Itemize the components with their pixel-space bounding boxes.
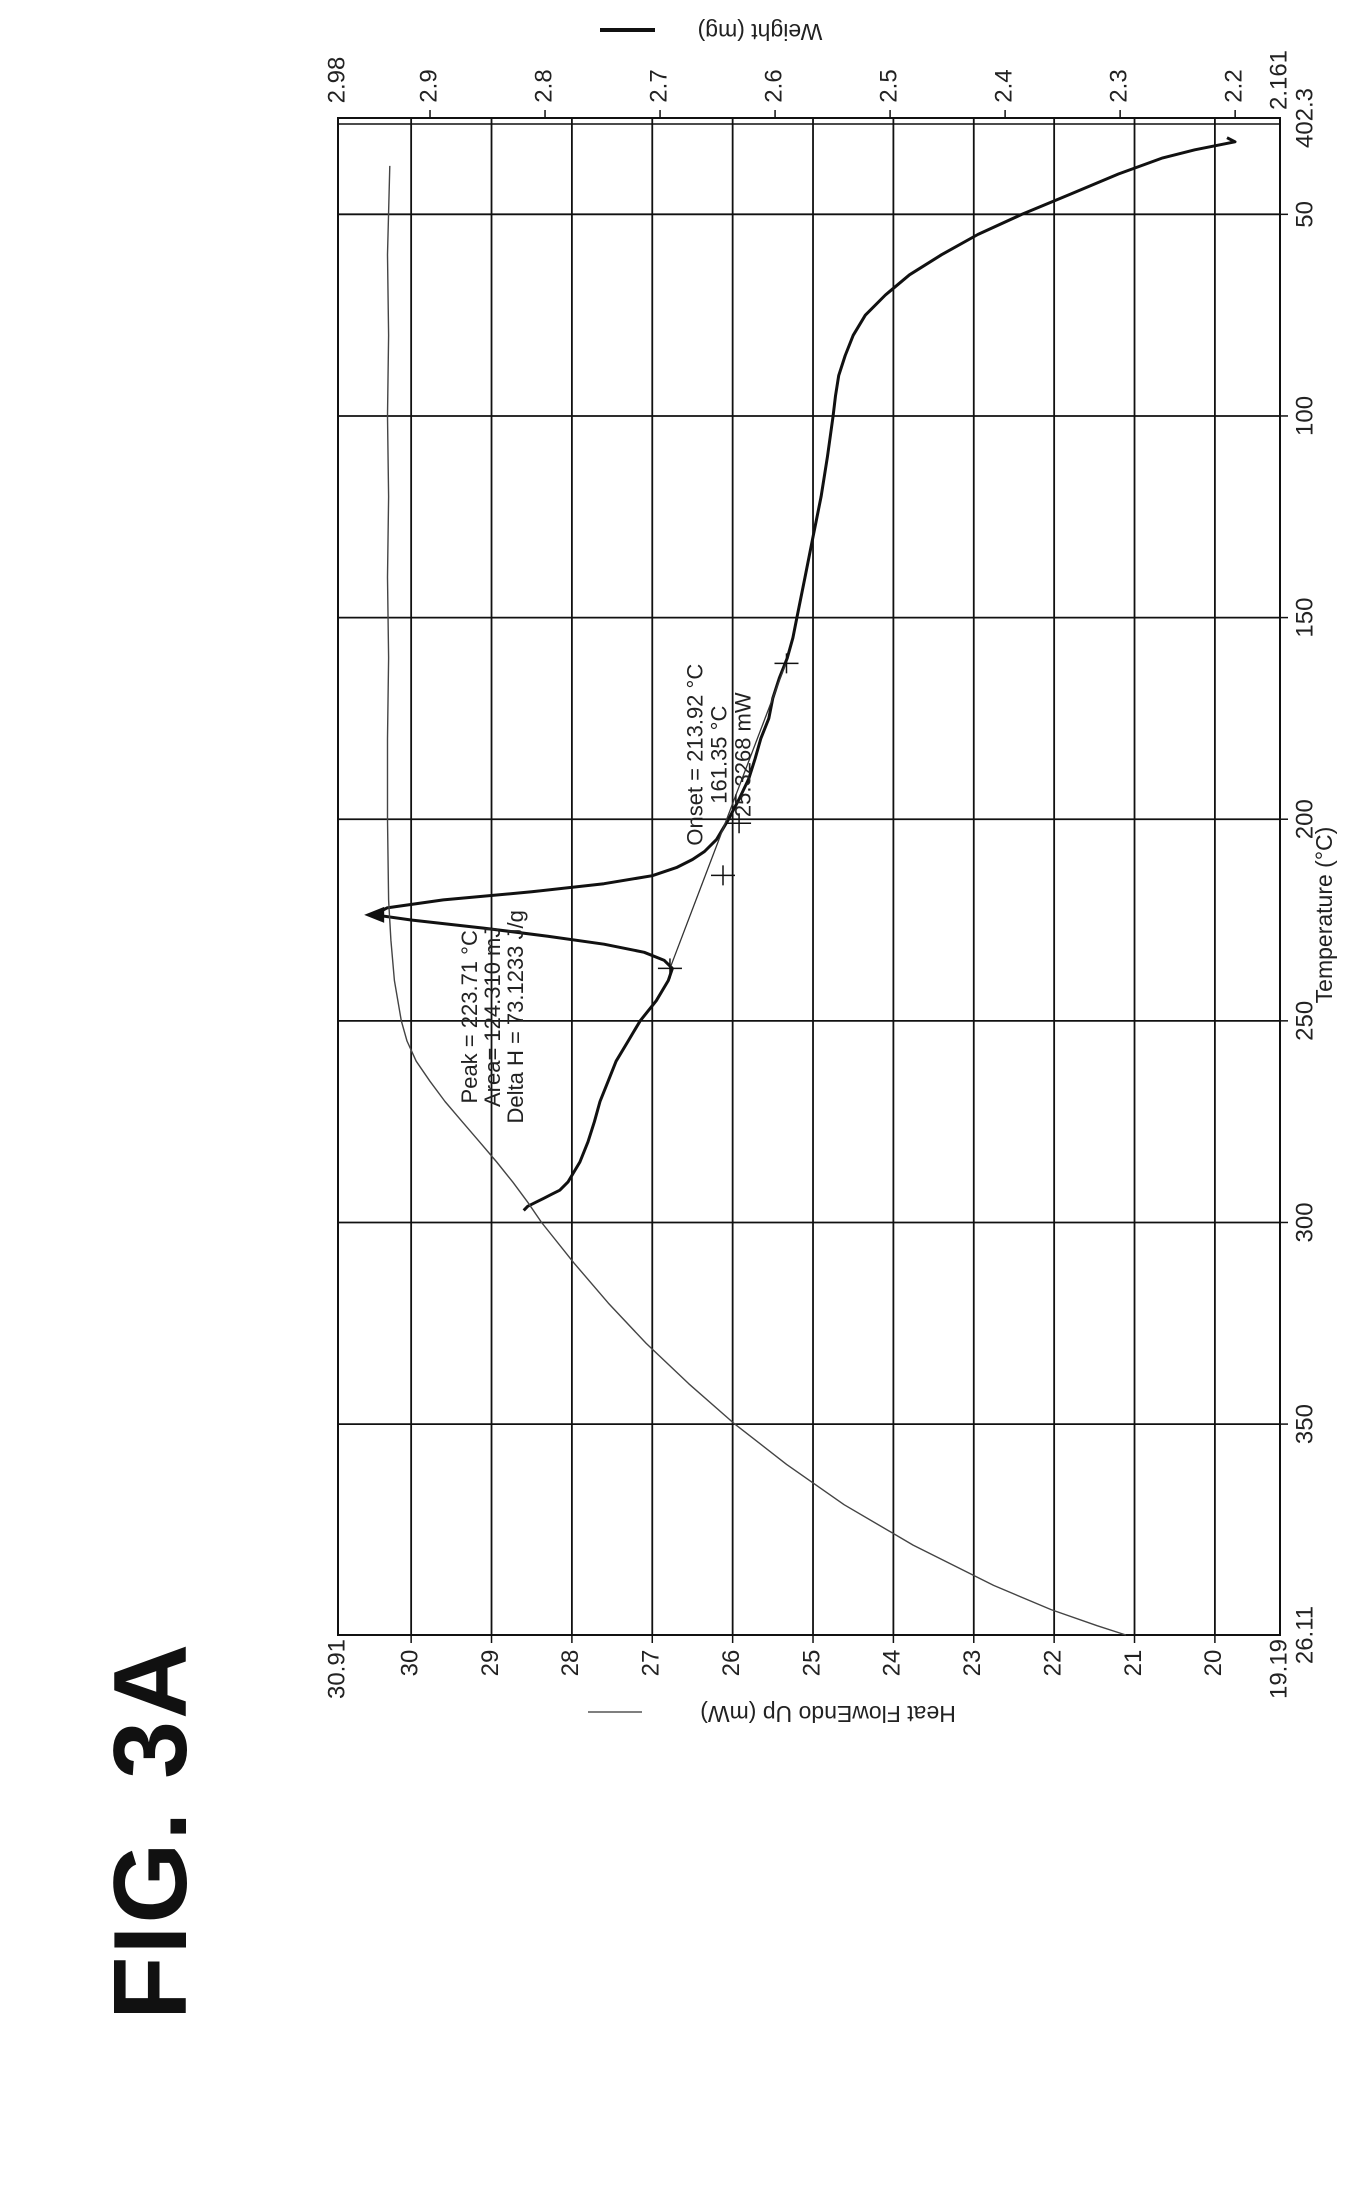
plot-frame	[337, 117, 1281, 1636]
weight-tick-label: 2.2	[1220, 69, 1247, 102]
weight-tick-label: 2.8	[530, 69, 557, 102]
annotation-line: Peak = 223.71 °C	[457, 930, 482, 1103]
temp-end-label: 402.3	[1291, 88, 1318, 148]
annotation-line: 25.3268 mW	[730, 692, 755, 817]
grid	[338, 118, 1280, 1635]
weight-tick-label: 2.3	[1105, 69, 1132, 102]
heatflow-tick-label: 23	[959, 1650, 986, 1677]
temp-tick-label: 200	[1291, 799, 1318, 839]
weight-end-label: 2.98	[323, 57, 350, 104]
heatflow-tick-label: 29	[477, 1650, 504, 1677]
heatflow-tick-label: 27	[638, 1650, 665, 1677]
heatflow-tick-label: 28	[557, 1650, 584, 1677]
weight-tick-label: 2.4	[990, 69, 1017, 102]
annotation-line: 161.35 °C	[706, 706, 731, 804]
temp-tick-label: 50	[1291, 201, 1318, 228]
annotation-line: Delta H = 73.1233 J/g	[503, 910, 528, 1123]
x-axis-title: Temperature (°C)	[1311, 827, 1337, 1004]
temp-tick-label: 100	[1291, 396, 1318, 436]
left-axis-title: Heat FlowEndo Up (mW)	[700, 1701, 956, 1727]
temp-tick-label: 350	[1291, 1404, 1318, 1444]
axis-titles: Temperature (°C) Heat FlowEndo Up (mW) Wei…	[588, 19, 1337, 1727]
axis-ticks: 50 100 150 200 250 300 350 26.11 402.3 20 21 22 23 24…	[323, 50, 1318, 1699]
weight-tick-label: 2.5	[875, 69, 902, 102]
heatflow-end-label: 30.91	[323, 1639, 350, 1699]
heatflow-tick-label: 30	[396, 1650, 423, 1677]
weight-tick-label: 2.6	[760, 69, 787, 102]
right-axis-title: Weight (mg)	[698, 19, 823, 45]
annotation-line: Onset = 213.92 °C	[682, 664, 707, 846]
weight-tick-label: 2.9	[415, 69, 442, 102]
weight-tick-label: 2.7	[645, 69, 672, 102]
baseline-tangent-line	[669, 661, 788, 969]
plot-border	[337, 117, 1281, 1636]
temp-tick-label: 250	[1291, 1001, 1318, 1041]
heatflow-tick-label: 20	[1200, 1650, 1227, 1677]
heatflow-tick-label: 24	[879, 1650, 906, 1677]
series-group	[364, 136, 1237, 1636]
peak-marker	[364, 906, 385, 923]
heatflow-end-label: 19.19	[1265, 1639, 1292, 1699]
heatflow-tick-label: 26	[718, 1650, 745, 1677]
temp-end-label: 26.11	[1291, 1606, 1318, 1664]
temp-tick-label: 150	[1291, 598, 1318, 638]
temp-tick-label: 300	[1291, 1202, 1318, 1242]
weight-series-line	[386, 165, 1127, 1636]
heatflow-tick-label: 25	[798, 1650, 825, 1677]
heatflow-series-line	[372, 136, 1237, 1212]
weight-end-label: 2.161	[1265, 50, 1292, 110]
heatflow-tick-label: 22	[1039, 1650, 1066, 1677]
annotation-line: Area= 124.310 mJ	[480, 927, 505, 1107]
heatflow-tick-label: 21	[1120, 1650, 1147, 1677]
